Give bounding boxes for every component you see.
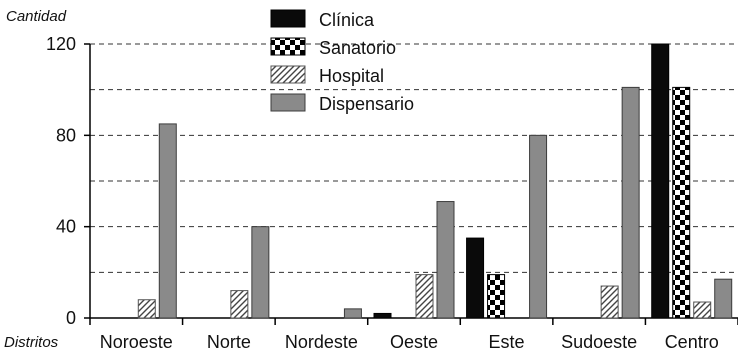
bar-diagonal-hatch-sudoeste	[600, 285, 619, 319]
y-tick-label: 80	[56, 125, 76, 145]
bar-diagonal-hatch-norte	[230, 290, 249, 319]
bar-solid-black-oeste	[373, 312, 392, 319]
legend-label: Dispensario	[319, 94, 414, 114]
bar-solid-gray-norte	[251, 226, 270, 319]
bar-solid-black-este	[466, 237, 485, 319]
bar-diagonal-hatch-centro	[693, 301, 712, 319]
y-tick-label: 40	[56, 217, 76, 237]
y-axis-title: Cantidad	[6, 8, 67, 25]
y-ticks: 0 40 80 120	[46, 34, 90, 328]
bar-solid-gray-nordeste	[343, 308, 362, 319]
legend-swatch-solid-black	[270, 9, 306, 28]
legend-swatch-diagonal-hatch	[270, 65, 306, 84]
bar-solid-gray-este	[529, 134, 548, 319]
x-tick-label: Oeste	[390, 332, 438, 352]
x-tick-label: Nordeste	[285, 332, 358, 352]
bar-diagonal-hatch-oeste	[415, 274, 434, 319]
legend-swatch-checkerboard	[270, 37, 306, 56]
bar-solid-gray-oeste	[436, 201, 455, 319]
legend-label: Hospital	[319, 66, 384, 86]
x-tick-label: Este	[489, 332, 525, 352]
bar-solid-gray-sudoeste	[621, 86, 640, 319]
bar-solid-black-centro	[651, 43, 670, 319]
legend-label: Clínica	[319, 10, 375, 30]
x-tick-label: Norte	[207, 332, 251, 352]
y-tick-label: 120	[46, 34, 76, 54]
bar-solid-gray-noroeste	[158, 123, 177, 319]
legend: Clínica Sanatorio Hospital Dispensario	[270, 9, 414, 114]
x-tick-label: Sudoeste	[561, 332, 637, 352]
x-tick-label: Noroeste	[100, 332, 173, 352]
bar-checkerboard-este	[487, 274, 506, 319]
legend-label: Sanatorio	[319, 38, 396, 58]
bar-solid-gray-centro	[714, 278, 733, 319]
y-tick-label: 0	[66, 308, 76, 328]
x-tick-label: Centro	[665, 332, 719, 352]
bar-diagonal-hatch-noroeste	[137, 299, 156, 319]
grid-lines	[90, 43, 738, 273]
x-ticks: Noroeste Norte Nordeste Oeste Este Sudoeste Ce…	[89, 318, 738, 352]
bar-checkerboard-centro	[672, 86, 691, 319]
legend-swatch-solid-gray	[270, 93, 306, 112]
bars	[137, 43, 733, 319]
x-axis-title: Distritos	[4, 334, 59, 351]
